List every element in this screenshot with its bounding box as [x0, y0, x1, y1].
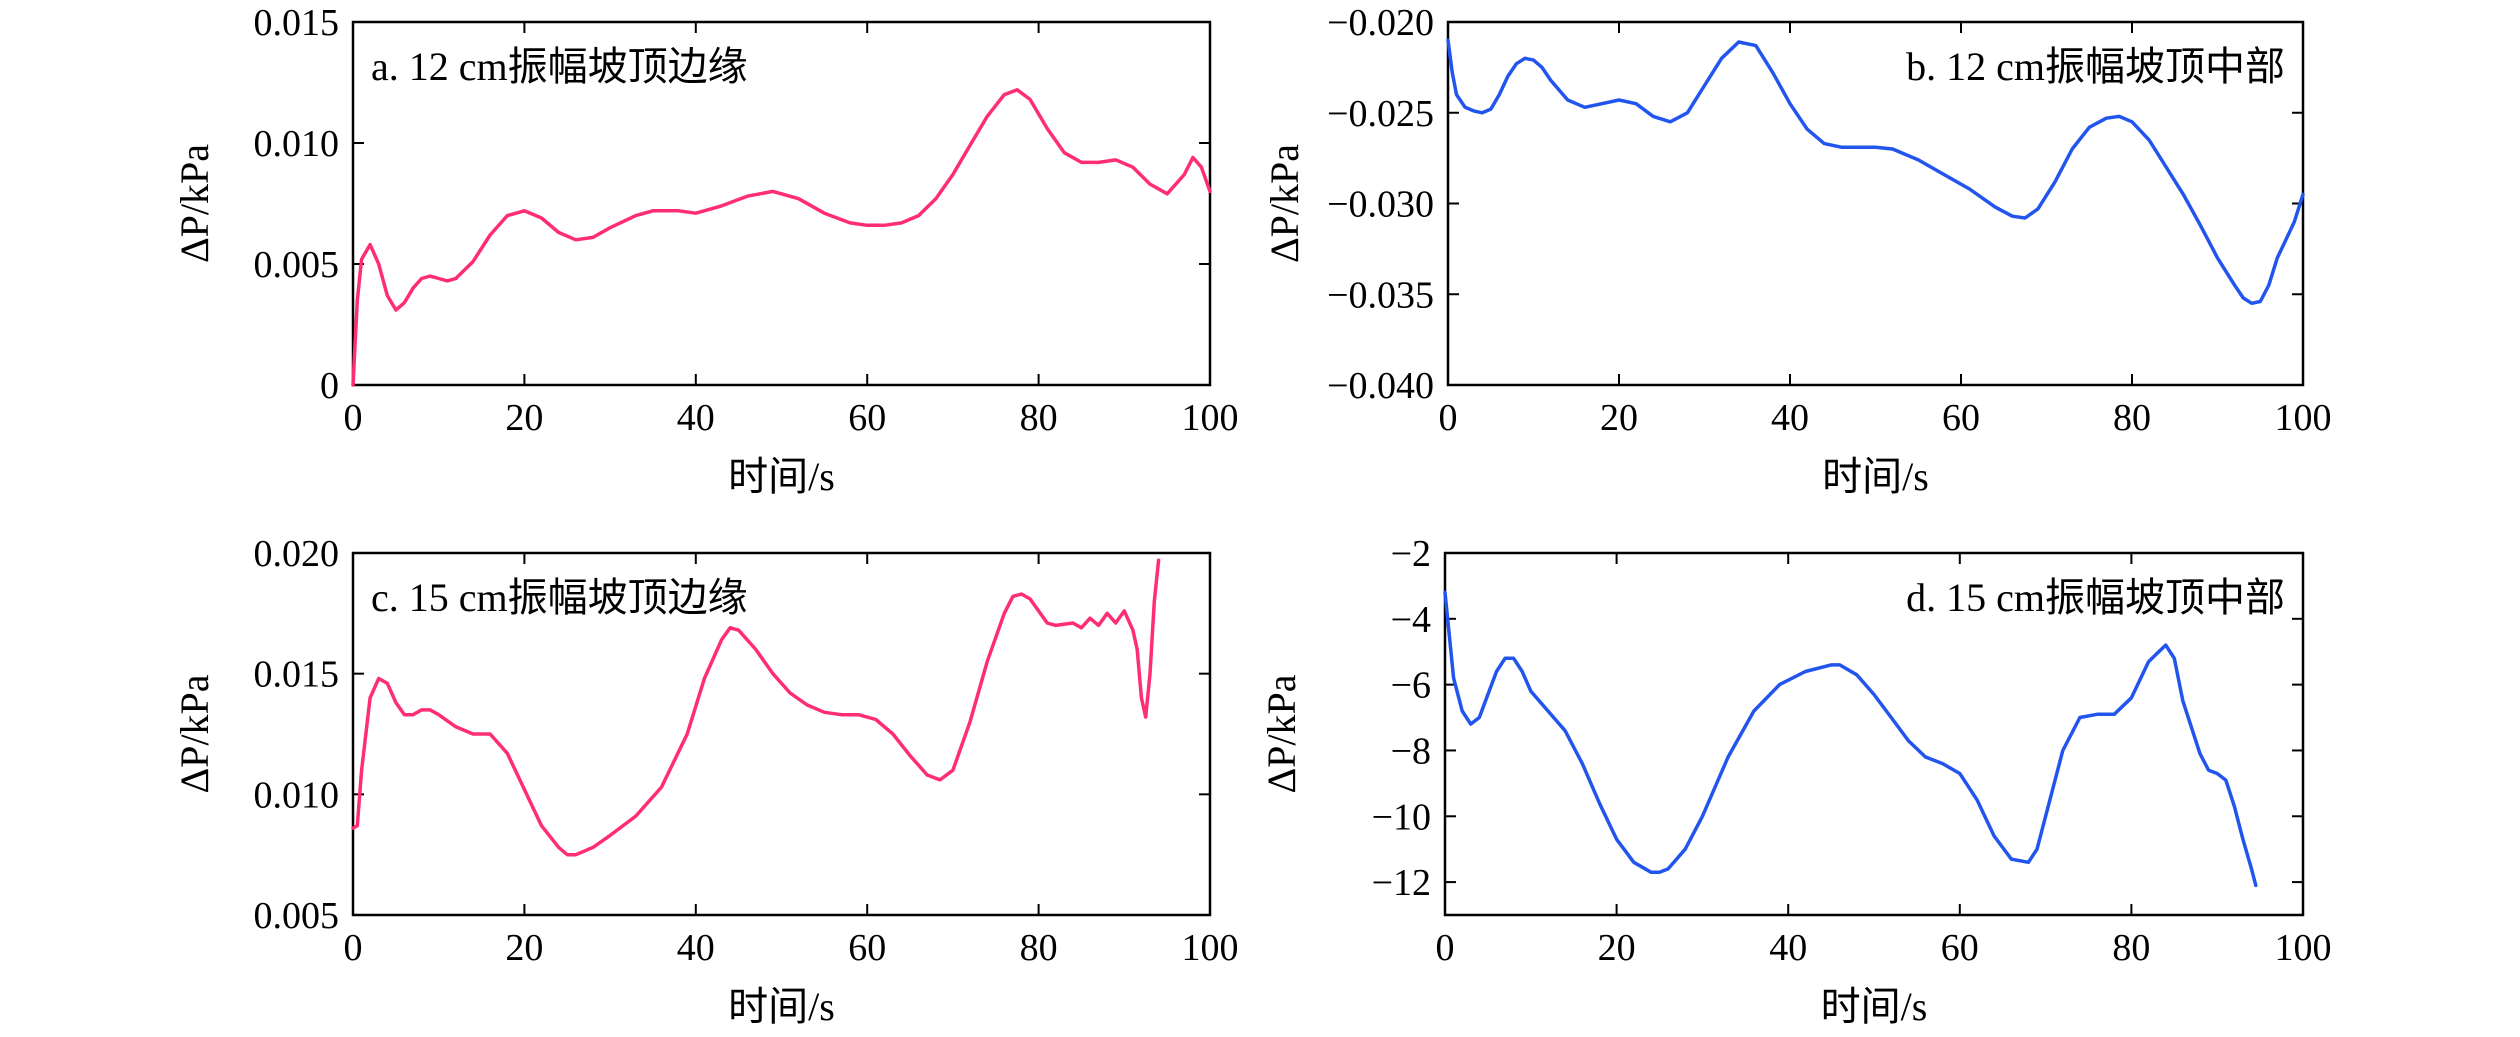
panel-title-c: c. 15 cm振幅坡顶边缘: [371, 575, 748, 620]
x-tick-label: 60: [1942, 397, 1980, 439]
y-tick-label: 0: [320, 365, 339, 407]
x-tick-label: 40: [677, 397, 715, 439]
y-tick-label: 0.010: [254, 123, 340, 165]
panel-a: 0 20 40 60 80 100 0 0.005 0.010 0.015 时间/s ΔP/kPa a.…: [172, 2, 1239, 499]
plot-frame-a: [351, 20, 1212, 387]
panel-c: 0 20 40 60 80 100 0.005 0.010 0.015 0.020 时间/s ΔP/k…: [172, 533, 1239, 1029]
y-tick-label: −8: [1391, 730, 1431, 772]
x-tick-label: 100: [1182, 397, 1239, 439]
y-tick-label: −6: [1391, 665, 1431, 707]
y-axis-label: ΔP/kPa: [1259, 674, 1304, 793]
series-line-b-0: [1446, 38, 2305, 306]
x-tick-label: 20: [505, 927, 543, 969]
panel-title-b: b. 12 cm振幅坡顶中部: [1906, 44, 2285, 89]
y-tick-label: 0.005: [254, 895, 340, 937]
x-tick-label: 80: [2112, 927, 2150, 969]
x-tick-label: 40: [677, 927, 715, 969]
plot-frame-c: [351, 551, 1212, 917]
x-tick-label: 20: [1600, 397, 1638, 439]
x-tick-label: 100: [2275, 397, 2332, 439]
x-tick-label: 40: [1771, 397, 1809, 439]
y-tick-label: 0.020: [254, 533, 340, 575]
x-tick-label: 60: [848, 927, 886, 969]
y-tick-label: −2: [1391, 533, 1431, 575]
y-axis-label: ΔP/kPa: [172, 144, 217, 263]
x-tick-label: 80: [1020, 927, 1058, 969]
y-tick-label: −0.040: [1327, 365, 1434, 407]
series-line-c-0: [351, 558, 1161, 857]
panel-d: 0 20 40 60 80 100 −12 −10 −8 −6 −4 −2 时间/s ΔP/kPa d. 1…: [1259, 533, 2332, 1029]
y-tick-label: 0.005: [254, 244, 340, 286]
y-tick-label: 0.010: [254, 774, 340, 816]
x-tick-label: 100: [2275, 927, 2332, 969]
y-tick-label: −0.035: [1327, 274, 1434, 316]
series-line-a-0: [351, 88, 1212, 387]
x-tick-label: 0: [1436, 927, 1455, 969]
x-axis-label: 时间/s: [1822, 454, 1929, 499]
y-tick-label: −0.025: [1327, 93, 1434, 135]
x-tick-label: 0: [1439, 397, 1458, 439]
panel-title-d: d. 15 cm振幅坡顶中部: [1906, 575, 2285, 620]
y-tick-label: −10: [1372, 796, 1431, 838]
panel-b: 0 20 40 60 80 100 −0.040 −0.035 −0.030 −0.025 −0.0…: [1262, 2, 2332, 499]
y-tick-label: −12: [1372, 862, 1431, 904]
y-tick-label: −0.020: [1327, 2, 1434, 44]
y-tick-label: −0.030: [1327, 184, 1434, 226]
x-tick-label: 100: [1182, 927, 1239, 969]
x-tick-label: 0: [344, 397, 363, 439]
series-line-d-0: [1443, 590, 2258, 888]
y-tick-label: −4: [1391, 599, 1431, 641]
plot-frame-d: [1443, 551, 2305, 917]
x-axis-label: 时间/s: [728, 454, 835, 499]
x-tick-label: 0: [344, 927, 363, 969]
y-axis-label: ΔP/kPa: [172, 674, 217, 793]
x-tick-label: 20: [1598, 927, 1636, 969]
x-tick-label: 40: [1769, 927, 1807, 969]
x-axis-label: 时间/s: [1821, 984, 1928, 1029]
x-tick-label: 80: [2113, 397, 2151, 439]
y-tick-label: 0.015: [254, 2, 340, 44]
x-tick-label: 60: [1941, 927, 1979, 969]
x-tick-label: 20: [505, 397, 543, 439]
y-tick-label: 0.015: [254, 654, 340, 696]
x-axis-label: 时间/s: [728, 984, 835, 1029]
panel-title-a: a. 12 cm振幅坡顶边缘: [371, 44, 748, 89]
x-tick-label: 60: [848, 397, 886, 439]
x-tick-label: 80: [1020, 397, 1058, 439]
y-axis-label: ΔP/kPa: [1262, 144, 1307, 263]
